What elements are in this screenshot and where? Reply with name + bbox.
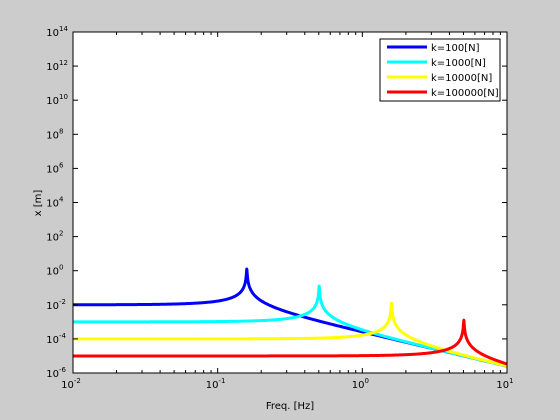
y-tick-label: 10 — [46, 164, 59, 175]
legend-label: k=1000[N] — [431, 58, 486, 69]
x-tick-label: 10-2 — [61, 377, 81, 391]
y-tick-label: 10 — [46, 62, 59, 73]
y-tick-exponent: 2 — [59, 230, 63, 238]
y-tick-exponent: 14 — [59, 25, 68, 33]
legend-label: k=100[N] — [431, 43, 480, 54]
y-axis-label: x [m] — [33, 190, 44, 217]
y-tick-label: 10 — [46, 233, 59, 244]
x-tick-label: 10-1 — [206, 377, 226, 391]
y-tick-exponent: 6 — [59, 161, 64, 169]
y-tick-label: 10 — [46, 301, 59, 312]
legend: k=100[N] k=1000[N] k=10000[N] k=100000[N] — [379, 38, 501, 102]
y-tick-exponent: 0 — [59, 264, 63, 272]
y-tick-label: 10 — [46, 199, 59, 210]
y-tick-exponent: 10 — [59, 93, 68, 101]
series-line — [72, 284, 508, 368]
legend-label: k=100000[N] — [431, 88, 499, 99]
y-tick-label: 10 — [46, 96, 59, 107]
y-tick-exponent: 4 — [59, 196, 64, 204]
y-tick-exponent: 12 — [59, 59, 68, 67]
x-tick-label: 100 — [352, 377, 369, 391]
y-tick-label: 10 — [46, 28, 59, 39]
y-tick-label: 10 — [46, 130, 59, 141]
series-line — [72, 301, 508, 368]
y-tick-label: 10 — [46, 267, 59, 278]
y-tick-exponent: -6 — [59, 366, 67, 374]
y-tick-exponent: -2 — [59, 298, 66, 306]
series-lines — [72, 267, 508, 368]
x-tick-label: 101 — [496, 377, 513, 391]
y-tick-exponent: 8 — [59, 127, 63, 135]
series-line — [72, 318, 508, 366]
y-tick-label: 10 — [46, 335, 59, 346]
x-axis-label: Freq. [Hz] — [266, 401, 314, 412]
legend-label: k=10000[N] — [431, 73, 492, 84]
y-tick-label: 10 — [46, 369, 59, 380]
y-tick-exponent: -4 — [59, 332, 67, 340]
